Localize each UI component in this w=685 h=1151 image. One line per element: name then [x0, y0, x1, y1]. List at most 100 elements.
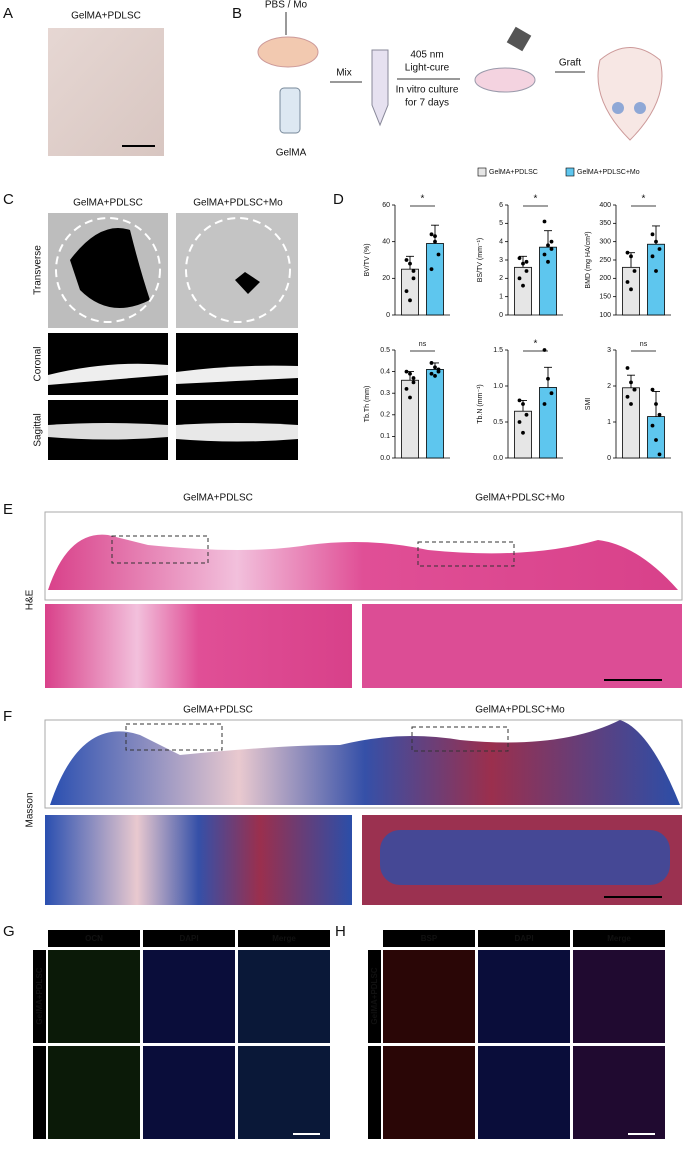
row-label: Sagittal: [33, 413, 44, 446]
data-point: [429, 371, 434, 376]
y-tick-label: 0.1: [380, 433, 390, 440]
label: In vitro culture: [396, 85, 459, 96]
zoom-image: [45, 815, 352, 905]
legend-label: GelMA+PDLSC: [489, 169, 538, 176]
data-point: [657, 247, 662, 251]
lamp: [506, 26, 532, 52]
panel-label: G: [3, 923, 15, 940]
data-point: [524, 259, 529, 264]
data-point: [650, 232, 655, 237]
roi: [185, 217, 291, 323]
mouse-head: [597, 47, 663, 141]
y-tick-label: 6: [499, 202, 503, 209]
data-point: [629, 380, 633, 385]
data-point: [411, 269, 416, 273]
y-tick-label: 0.0: [380, 455, 390, 462]
stain-label: Masson: [25, 792, 36, 827]
y-tick-label: 1: [499, 294, 503, 301]
data-point: [433, 234, 437, 239]
data-point: [433, 239, 437, 244]
data-point: [654, 438, 658, 442]
fluorescence-image: [238, 950, 330, 1043]
defect: [612, 102, 624, 114]
y-axis-label: BMD (mg HA/cm³): [585, 231, 592, 288]
fluorescence-image: [573, 950, 665, 1043]
data-point: [629, 287, 633, 292]
data-point: [429, 267, 434, 272]
fluorescence-image: [143, 1046, 235, 1139]
row-label-bg: [368, 1046, 381, 1139]
data-point: [436, 252, 441, 257]
channel-header-bg: [383, 930, 475, 947]
y-tick-label: 20: [382, 275, 390, 282]
data-point: [632, 269, 637, 273]
panel-label: F: [3, 708, 12, 725]
y-axis-label: Tb.N (mm⁻¹): [477, 384, 484, 423]
tissue: [50, 720, 680, 805]
zoom-box: [111, 535, 209, 564]
zoom-image: [362, 604, 682, 688]
tissue: [48, 534, 678, 590]
channel-header: DAPI: [514, 934, 533, 943]
label: Graft: [559, 58, 581, 69]
fluorescence-image: [478, 950, 570, 1043]
fluorescence-image: [573, 1046, 665, 1139]
y-tick-label: 2: [499, 275, 503, 282]
legend-label: GelMA+PDLSC+Mo: [577, 169, 640, 176]
data-point: [546, 376, 550, 381]
label: PBS / Mo: [265, 0, 308, 11]
data-point: [546, 259, 550, 264]
channel-header-bg: [143, 930, 235, 947]
label: Light-cure: [405, 63, 450, 74]
data-point: [411, 376, 416, 380]
bar: [539, 246, 557, 316]
y-axis-label: BV/TV (%): [364, 243, 371, 276]
defect: [70, 228, 150, 308]
channel-header-bg: [48, 930, 140, 947]
dish: [257, 36, 319, 68]
ct-image: [176, 333, 298, 395]
channel-header: OCN: [85, 934, 103, 943]
significance-label: *: [534, 339, 538, 350]
data-point: [429, 232, 434, 237]
y-tick-label: 0.2: [380, 412, 390, 419]
y-tick-label: 150: [599, 294, 611, 301]
dish: [474, 67, 536, 93]
data-point: [521, 283, 525, 288]
y-tick-label: 0.4: [380, 368, 390, 375]
y-tick-label: 100: [599, 312, 611, 319]
zoom-box: [417, 541, 515, 567]
bone: [176, 365, 298, 384]
y-tick-label: 4: [499, 239, 503, 246]
data-point: [521, 430, 525, 435]
channel-header-bg: [573, 930, 665, 947]
y-tick-label: 40: [382, 239, 390, 246]
fluorescence-image: [48, 1046, 140, 1139]
bar: [401, 268, 419, 316]
y-tick-label: 3: [499, 257, 503, 264]
data-point: [436, 367, 441, 372]
fluorescence-image: [383, 1046, 475, 1139]
data-point: [517, 420, 522, 424]
y-tick-label: 5: [499, 220, 503, 227]
column-title: GelMA+PDLSC: [73, 198, 143, 209]
data-point: [657, 452, 662, 457]
label: GelMA: [276, 148, 307, 159]
y-tick-label: 0.0: [493, 455, 503, 462]
data-point: [629, 402, 633, 406]
y-tick-label: 200: [599, 275, 611, 282]
panel-label: B: [232, 5, 242, 22]
y-tick-label: 0.3: [380, 390, 390, 397]
row-label: Transverse: [33, 245, 44, 295]
data-point: [433, 365, 437, 370]
panel-label: C: [3, 191, 14, 208]
data-point: [517, 256, 522, 261]
y-tick-label: 300: [599, 239, 611, 246]
zoom-box: [125, 723, 223, 751]
data-point: [408, 395, 412, 400]
data-point: [524, 412, 529, 417]
data-point: [632, 387, 637, 392]
data-point: [517, 398, 522, 403]
